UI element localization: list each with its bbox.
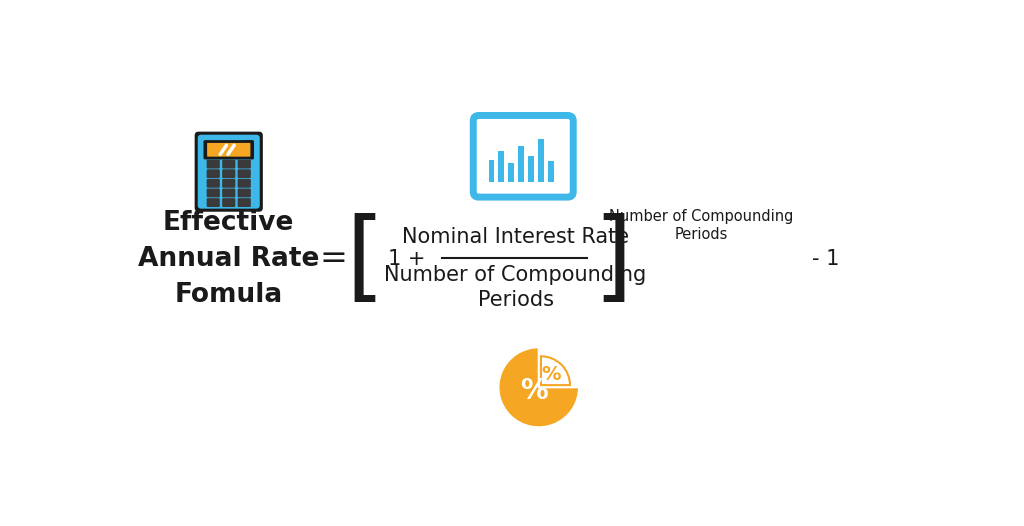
Bar (499, 151, 504, 183)
Text: [: [ (345, 213, 384, 310)
FancyBboxPatch shape (238, 169, 251, 178)
Text: Effective
Annual Rate
Fomula: Effective Annual Rate Fomula (138, 210, 319, 308)
FancyBboxPatch shape (207, 169, 220, 178)
FancyBboxPatch shape (207, 198, 220, 207)
Text: Number of Compounding
Periods: Number of Compounding Periods (609, 209, 794, 242)
Bar (488, 159, 495, 183)
Text: ]: ] (593, 213, 632, 310)
FancyBboxPatch shape (238, 188, 251, 197)
Wedge shape (541, 356, 570, 385)
FancyBboxPatch shape (473, 116, 573, 197)
FancyBboxPatch shape (222, 188, 236, 197)
FancyBboxPatch shape (238, 160, 251, 168)
Text: =: = (319, 242, 347, 275)
Text: %: % (542, 366, 561, 385)
FancyBboxPatch shape (222, 169, 236, 178)
FancyBboxPatch shape (198, 135, 260, 209)
FancyBboxPatch shape (207, 179, 220, 188)
FancyBboxPatch shape (204, 140, 254, 159)
FancyBboxPatch shape (207, 143, 251, 157)
Text: 1 +: 1 + (388, 249, 426, 269)
FancyBboxPatch shape (243, 140, 252, 146)
Bar (518, 146, 524, 183)
FancyBboxPatch shape (238, 198, 251, 207)
FancyBboxPatch shape (207, 160, 220, 168)
FancyBboxPatch shape (222, 179, 236, 188)
Text: - 1: - 1 (812, 249, 840, 269)
FancyBboxPatch shape (222, 198, 236, 207)
Bar (528, 156, 535, 183)
Bar (548, 161, 554, 183)
Text: Number of Compounding
Periods: Number of Compounding Periods (384, 265, 646, 310)
Text: %: % (520, 377, 548, 405)
FancyBboxPatch shape (238, 179, 251, 188)
Wedge shape (499, 347, 579, 427)
FancyBboxPatch shape (207, 188, 220, 197)
FancyBboxPatch shape (195, 132, 263, 212)
Text: Nominal Interest Rate: Nominal Interest Rate (402, 227, 629, 247)
FancyBboxPatch shape (222, 160, 236, 168)
Bar (539, 139, 544, 183)
Bar (509, 163, 514, 183)
